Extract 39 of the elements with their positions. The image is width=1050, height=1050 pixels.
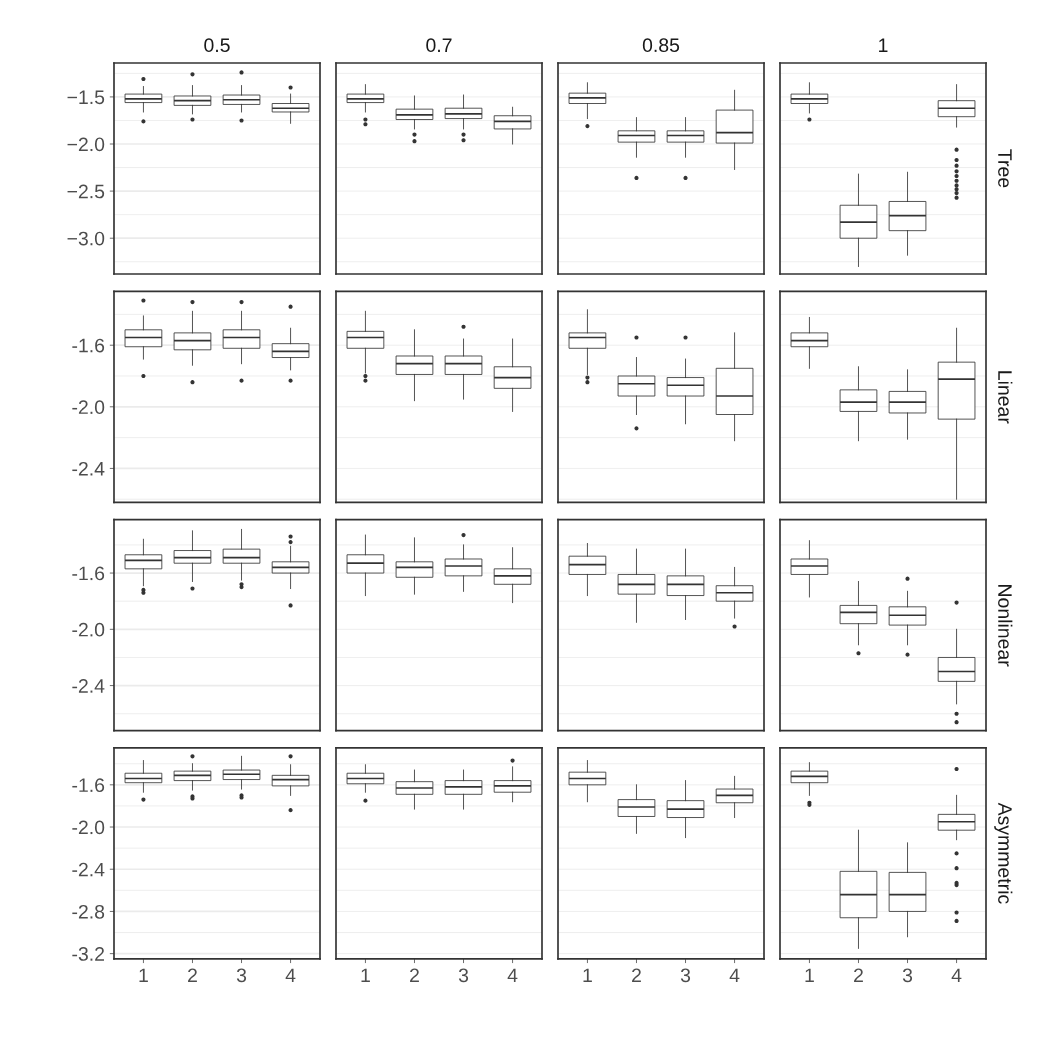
y-tick-label: -1.6 (72, 778, 105, 793)
x-tick-label: 1 (583, 968, 592, 983)
x-tick-label: 2 (410, 968, 419, 983)
x-tick-label: 4 (507, 968, 518, 983)
y-tick-label: −3.0 (67, 231, 105, 246)
x-tick-label: 4 (285, 968, 296, 983)
y-tick-label: −1.5 (67, 90, 105, 105)
y-tick-label: -2.0 (72, 400, 105, 415)
x-tick-label: 3 (236, 968, 247, 983)
y-tick-label: -2.0 (72, 622, 105, 637)
y-tick-label: −2.5 (67, 184, 105, 199)
chart-title: 0.5 (204, 38, 230, 53)
y-tick-label: −2.0 (67, 137, 105, 152)
x-tick-label: 3 (680, 968, 691, 983)
x-tick-label: 3 (458, 968, 469, 983)
y-tick-label: -2.8 (72, 904, 105, 919)
chart-title: 0.85 (642, 38, 680, 53)
x-tick-label: 4 (729, 968, 740, 983)
x-tick-label: 2 (854, 968, 863, 983)
y-tick-label: -1.6 (72, 338, 105, 353)
y-tick-label: -2.4 (72, 679, 105, 693)
y-tick-label: -2.4 (72, 461, 105, 476)
y-tick-label: -2.4 (72, 862, 105, 877)
x-tick-label: 3 (902, 968, 913, 983)
x-tick-label: 1 (805, 968, 814, 983)
x-tick-label: 1 (361, 968, 370, 983)
y2-axis-title: Asymmetric (994, 802, 1013, 904)
y2-axis-title: Tree (998, 149, 1012, 188)
chart-title: 1 (879, 38, 888, 52)
y-tick-label: -1.6 (72, 566, 105, 581)
y2-axis-title: Nonlinear (998, 585, 1013, 667)
x-tick-label: 2 (188, 968, 197, 983)
chart-title: 0.7 (426, 38, 452, 53)
y-tick-label: -3.2 (72, 947, 104, 961)
y2-axis-title: Linear (998, 371, 1013, 424)
x-tick-label: 2 (632, 968, 641, 983)
y-tick-label: -2.0 (72, 820, 105, 835)
x-tick-label: 1 (139, 968, 148, 983)
x-tick-label: 4 (951, 968, 962, 983)
